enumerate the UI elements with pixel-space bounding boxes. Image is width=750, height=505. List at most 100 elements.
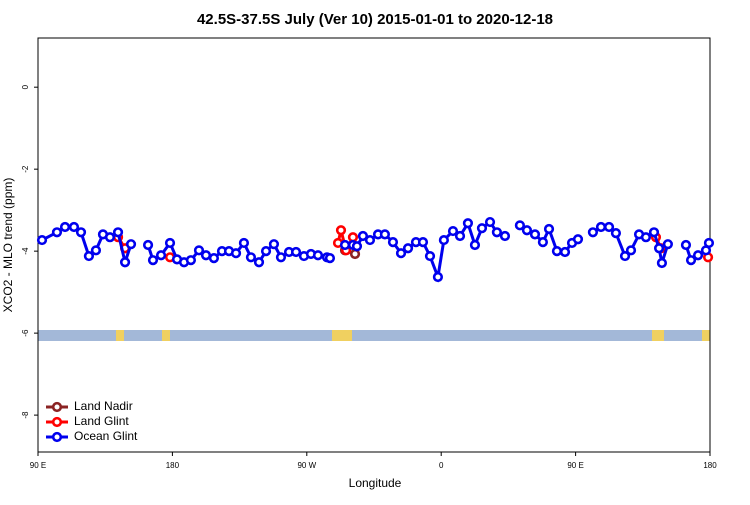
point — [648, 227, 660, 238]
point — [469, 239, 481, 251]
point — [59, 221, 71, 233]
point — [587, 227, 599, 238]
point — [572, 234, 584, 245]
land-strip — [162, 330, 170, 341]
ocean-strip — [38, 330, 710, 341]
point — [653, 243, 665, 254]
point — [155, 250, 167, 261]
point — [245, 252, 257, 263]
point — [625, 245, 637, 256]
point — [36, 234, 48, 246]
point — [125, 239, 137, 250]
point — [424, 250, 436, 262]
y-tick-label: -4 — [21, 247, 30, 255]
point — [238, 237, 250, 249]
surface-band — [38, 330, 710, 341]
point — [312, 250, 324, 261]
legend-label: Land Nadir — [74, 399, 133, 413]
x-tick-label: 180 — [166, 461, 180, 470]
point — [619, 250, 631, 262]
point — [119, 257, 131, 268]
point — [417, 237, 429, 248]
point — [83, 250, 95, 262]
point — [351, 241, 363, 252]
point — [559, 246, 571, 258]
point — [640, 232, 652, 243]
y-tick-label: -8 — [21, 411, 30, 419]
point — [521, 225, 533, 236]
point — [432, 271, 444, 283]
point — [208, 253, 220, 264]
y-axis-label: XCO2 - MLO trend (ppm) — [1, 178, 15, 313]
x-tick-label: 0 — [439, 461, 444, 470]
point — [462, 218, 474, 229]
point — [438, 234, 449, 246]
point — [680, 239, 692, 251]
y-tick-label: -2 — [21, 165, 30, 173]
point — [51, 227, 63, 238]
legend-marker — [51, 416, 63, 428]
point — [260, 246, 272, 257]
point — [112, 227, 124, 238]
point — [75, 227, 87, 238]
point — [193, 245, 205, 256]
point — [290, 246, 302, 258]
point — [90, 245, 102, 256]
point — [551, 246, 563, 257]
point — [491, 227, 503, 238]
point — [537, 237, 548, 248]
x-tick-label: 90 W — [297, 461, 316, 470]
y-tick-label: -6 — [21, 329, 30, 337]
y-tick-label: 0 — [21, 84, 30, 89]
point — [185, 255, 197, 266]
point — [142, 239, 154, 251]
point — [703, 237, 715, 249]
point — [379, 229, 391, 240]
point — [230, 248, 242, 259]
point — [324, 253, 336, 264]
point — [104, 232, 116, 243]
point — [68, 221, 80, 233]
point — [349, 248, 361, 260]
x-tick-label: 90 E — [567, 461, 583, 470]
point — [595, 221, 607, 233]
point — [543, 223, 555, 235]
point — [200, 250, 212, 261]
point — [662, 239, 673, 250]
point — [484, 216, 496, 228]
point — [364, 234, 376, 246]
point — [335, 225, 347, 236]
chart-title: 42.5S-37.5S July (Ver 10) 2015-01-01 to … — [197, 11, 553, 28]
point — [402, 243, 414, 254]
point — [447, 225, 459, 237]
x-axis-label: Longitude — [349, 476, 402, 490]
point — [610, 228, 622, 239]
land-strip — [702, 330, 710, 341]
legend-marker — [51, 401, 63, 413]
legend-marker — [51, 431, 63, 443]
point — [476, 223, 488, 234]
x-tick-label: 90 E — [30, 461, 46, 470]
point — [275, 252, 287, 263]
point — [603, 221, 615, 233]
point — [268, 239, 280, 250]
point — [347, 232, 359, 243]
x-tick-label: 180 — [703, 461, 717, 470]
point — [164, 237, 176, 249]
point — [395, 248, 407, 259]
land-strip — [116, 330, 124, 341]
point — [692, 250, 704, 261]
legend-label: Land Glint — [74, 414, 129, 428]
point — [147, 255, 159, 266]
land-strip — [652, 330, 664, 341]
point — [529, 229, 541, 240]
point — [253, 257, 265, 268]
legend-label: Ocean Glint — [74, 429, 138, 443]
point — [387, 237, 399, 248]
point — [685, 255, 697, 266]
point — [514, 220, 525, 231]
land-strip — [332, 330, 352, 341]
point — [357, 230, 369, 242]
point — [339, 239, 351, 251]
